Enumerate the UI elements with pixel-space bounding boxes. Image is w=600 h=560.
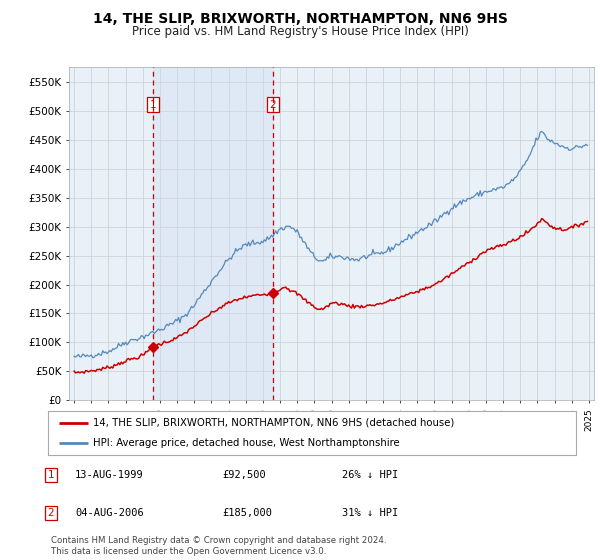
Text: 26% ↓ HPI: 26% ↓ HPI — [342, 470, 398, 480]
Text: 04-AUG-2006: 04-AUG-2006 — [75, 508, 144, 518]
Text: Contains HM Land Registry data © Crown copyright and database right 2024.
This d: Contains HM Land Registry data © Crown c… — [51, 536, 386, 556]
Text: 14, THE SLIP, BRIXWORTH, NORTHAMPTON, NN6 9HS: 14, THE SLIP, BRIXWORTH, NORTHAMPTON, NN… — [92, 12, 508, 26]
Text: 1: 1 — [47, 470, 55, 480]
Text: 2: 2 — [269, 100, 276, 110]
Text: £92,500: £92,500 — [222, 470, 266, 480]
Text: Price paid vs. HM Land Registry's House Price Index (HPI): Price paid vs. HM Land Registry's House … — [131, 25, 469, 38]
Text: 31% ↓ HPI: 31% ↓ HPI — [342, 508, 398, 518]
Text: 1: 1 — [150, 100, 157, 110]
Text: 14, THE SLIP, BRIXWORTH, NORTHAMPTON, NN6 9HS (detached house): 14, THE SLIP, BRIXWORTH, NORTHAMPTON, NN… — [93, 418, 454, 428]
Text: 13-AUG-1999: 13-AUG-1999 — [75, 470, 144, 480]
Text: £185,000: £185,000 — [222, 508, 272, 518]
Text: HPI: Average price, detached house, West Northamptonshire: HPI: Average price, detached house, West… — [93, 438, 400, 448]
Bar — [154, 67, 273, 400]
Text: 2: 2 — [47, 508, 55, 518]
